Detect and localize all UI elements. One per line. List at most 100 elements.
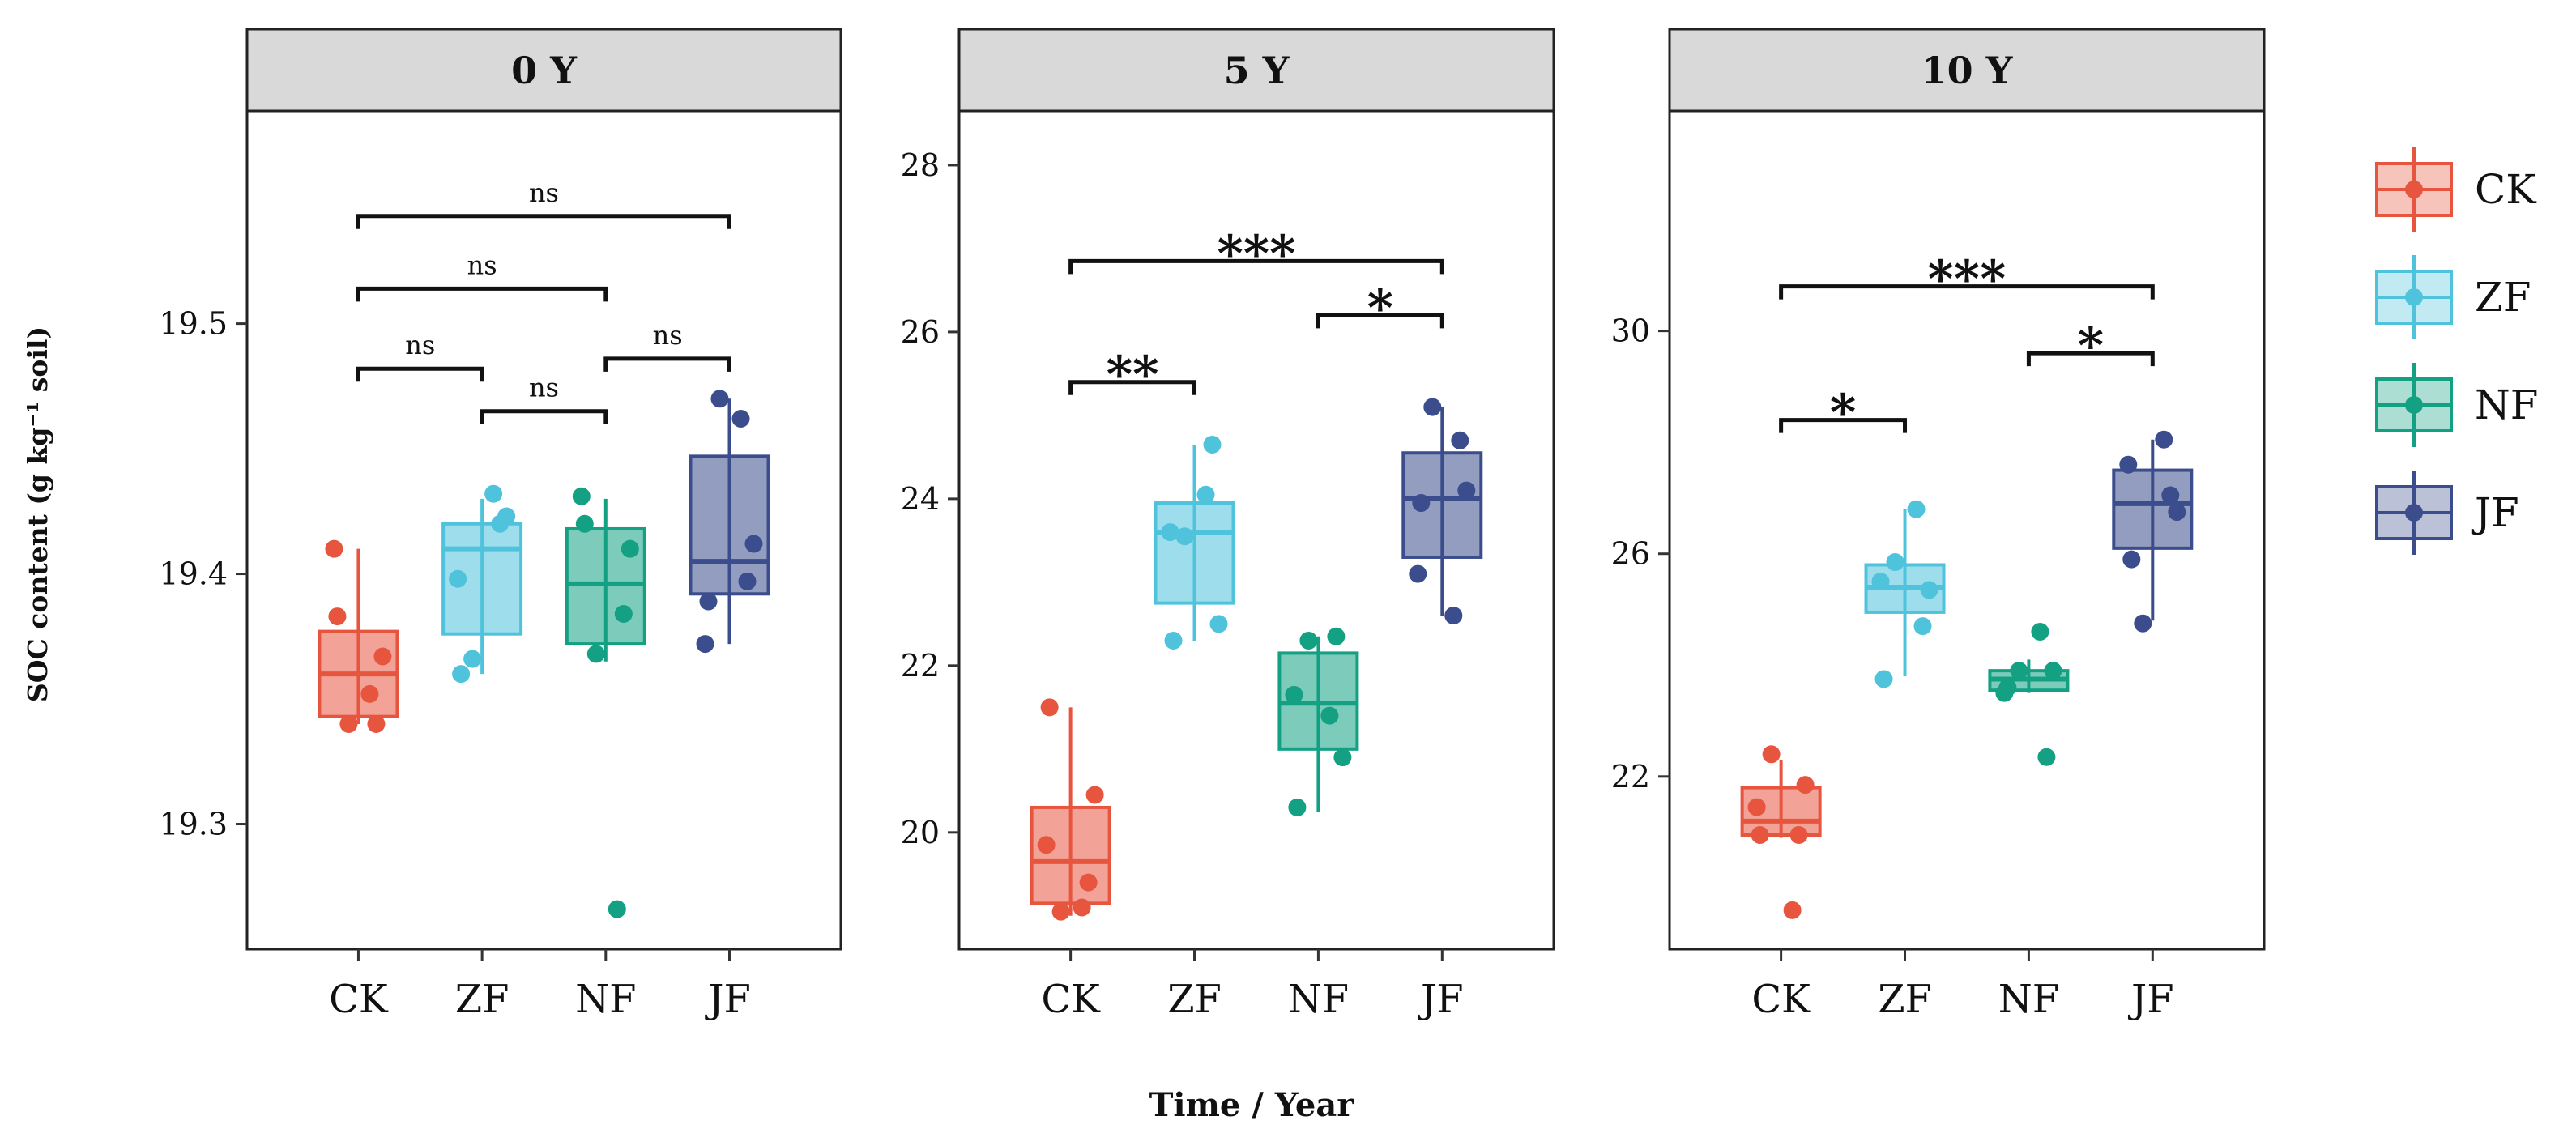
- legend-item-nf: NF: [2375, 363, 2538, 447]
- box-zf: [1154, 501, 1235, 605]
- data-point-ck: [1040, 698, 1059, 717]
- data-point-ck: [1751, 826, 1769, 845]
- panel-title: 5 Y: [1224, 49, 1290, 92]
- x-tick-label: CK: [1751, 977, 1811, 1022]
- data-point-ck: [1051, 902, 1070, 921]
- significance-label: *: [1830, 383, 1856, 442]
- data-point-zf: [1907, 500, 1926, 518]
- data-point-zf: [1920, 581, 1938, 599]
- legend-label: CK: [2475, 166, 2537, 213]
- data-point-jf: [2134, 614, 2152, 633]
- legend-label: ZF: [2475, 274, 2531, 321]
- data-point-nf: [1299, 631, 1318, 650]
- data-point-ck: [1762, 745, 1781, 764]
- data-point-nf: [614, 605, 633, 623]
- data-point-nf: [1288, 798, 1307, 816]
- significance-label: ns: [653, 320, 683, 351]
- data-point-zf: [449, 569, 467, 588]
- x-tick-label: JF: [2127, 977, 2174, 1022]
- data-point-ck: [1789, 826, 1808, 845]
- significance-bracket: [356, 366, 484, 382]
- significance-bracket: [603, 356, 731, 372]
- data-point-jf: [2155, 430, 2173, 449]
- y-tick-label: 22: [1611, 759, 1650, 795]
- data-point-jf: [1423, 398, 1442, 416]
- significance-bracket: [356, 214, 731, 229]
- data-point-ck: [1073, 898, 1091, 917]
- data-point-nf: [2037, 748, 2056, 766]
- legend-point: [2405, 504, 2423, 522]
- y-tick-label: 28: [901, 147, 940, 183]
- data-point-jf: [2168, 503, 2186, 522]
- data-point-nf: [1320, 706, 1339, 725]
- significance-label: ***: [1217, 224, 1295, 283]
- data-point-ck: [328, 607, 347, 626]
- legend: CK ZF NF JF: [2375, 147, 2538, 555]
- significance-label: ns: [529, 177, 559, 208]
- box-jf: [689, 454, 770, 596]
- significance-bracket: [1316, 313, 1444, 329]
- data-point-zf: [1209, 615, 1228, 633]
- data-point-nf: [608, 900, 626, 918]
- data-point-ck: [339, 714, 358, 733]
- data-point-zf: [484, 484, 503, 503]
- significance-bracket: [1068, 258, 1444, 275]
- legend-label: JF: [2471, 489, 2519, 536]
- panel-1: 0 Y 19.3 19.4 19.5 CK ZF NF JF ns ns ns ns ns: [159, 28, 842, 1022]
- data-point-zf: [1175, 527, 1194, 546]
- legend-label: NF: [2475, 381, 2538, 428]
- x-tick-label: CK: [1041, 977, 1101, 1022]
- facet-panels: 0 Y 19.3 19.4 19.5 CK ZF NF JF ns ns ns ns ns 5 Y 20 22…: [159, 28, 2266, 1022]
- data-point-ck: [367, 714, 386, 733]
- data-point-jf: [1451, 431, 1469, 449]
- data-point-ck: [360, 684, 379, 703]
- data-point-ck: [325, 539, 343, 558]
- x-tick-label: NF: [575, 977, 636, 1022]
- data-point-jf: [699, 592, 718, 611]
- y-tick-label: 19.4: [159, 556, 228, 592]
- legend-item-ck: CK: [2375, 147, 2537, 232]
- significance-label: ns: [405, 330, 435, 360]
- y-tick-label: 19.5: [159, 306, 228, 342]
- data-point-ck: [1796, 776, 1815, 795]
- y-tick-label: 22: [901, 648, 940, 684]
- data-point-jf: [1412, 494, 1431, 513]
- y-tick-label: 30: [1611, 313, 1650, 349]
- significance-bracket: [1068, 380, 1197, 395]
- data-point-jf: [696, 635, 714, 654]
- data-point-ck: [1079, 873, 1098, 892]
- data-point-nf: [575, 514, 594, 533]
- data-point-jf: [1457, 481, 1476, 500]
- data-point-ck: [1037, 836, 1056, 854]
- data-point-jf: [731, 410, 750, 428]
- data-point-zf: [1874, 670, 1893, 688]
- data-point-ck: [1085, 786, 1104, 804]
- significance-bracket: [356, 286, 608, 302]
- data-point-zf: [1886, 553, 1904, 572]
- y-tick-label: 26: [1611, 536, 1650, 572]
- data-point-zf: [1196, 485, 1215, 504]
- significance-label: *: [1367, 278, 1393, 337]
- data-point-zf: [1161, 523, 1179, 542]
- x-tick-label: ZF: [455, 977, 510, 1022]
- data-point-jf: [1409, 564, 1427, 583]
- significance-label: **: [1107, 345, 1159, 404]
- data-point-ck: [1747, 798, 1766, 816]
- y-axis-title: SOC content (g kg⁻¹ soil): [22, 326, 53, 702]
- data-point-zf: [463, 650, 482, 668]
- x-tick-label: JF: [1417, 977, 1464, 1022]
- legend-point: [2405, 181, 2423, 198]
- data-point-zf: [452, 665, 471, 684]
- data-point-jf: [2122, 550, 2141, 569]
- data-point-jf: [2119, 455, 2138, 474]
- box-ck: [1030, 805, 1111, 905]
- data-point-nf: [621, 539, 639, 558]
- x-tick-label: NF: [1998, 977, 2059, 1022]
- panel-strip: [245, 28, 842, 113]
- data-point-nf: [2044, 662, 2062, 680]
- y-tick-label: 26: [901, 314, 940, 350]
- data-point-jf: [2161, 486, 2180, 505]
- data-point-zf: [1913, 617, 1932, 636]
